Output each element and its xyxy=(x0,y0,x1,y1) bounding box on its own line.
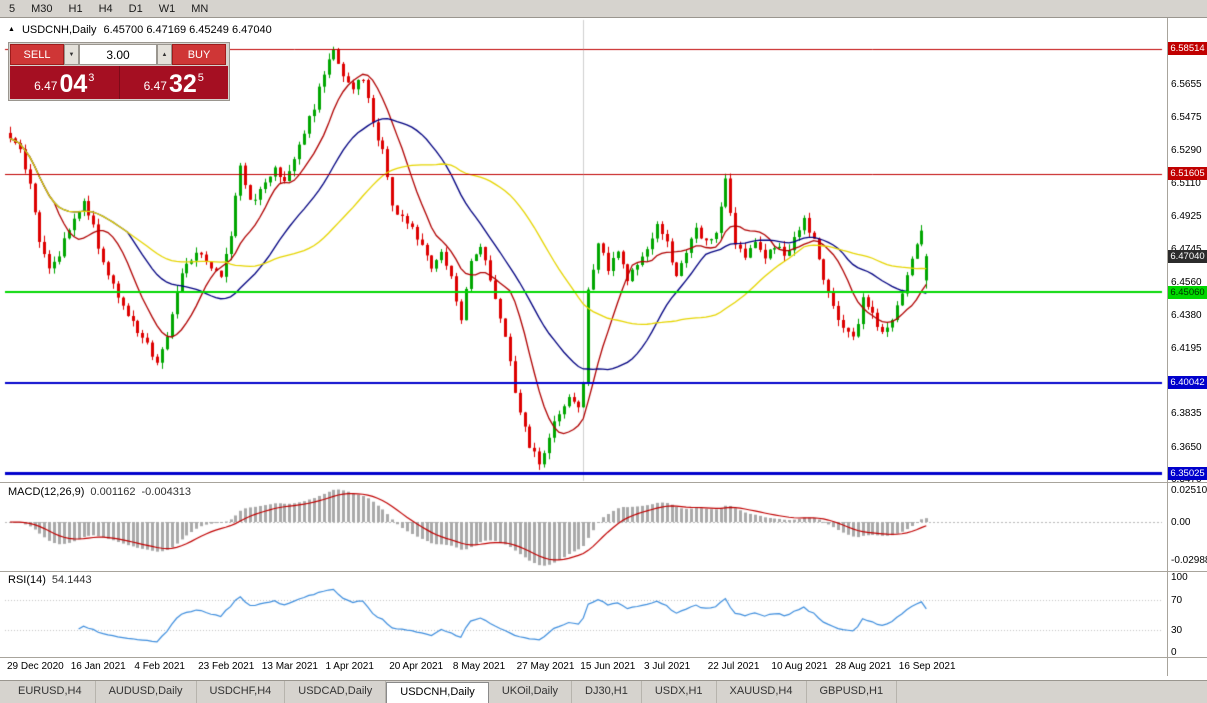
date-axis-label: 20 Apr 2021 xyxy=(389,661,444,672)
chart-tab-usdcad[interactable]: USDCAD,Daily xyxy=(285,681,387,703)
macd-value-2: -0.004313 xyxy=(141,486,192,498)
price-axis-label: 6.4925 xyxy=(1171,211,1202,223)
date-axis-label: 16 Sep 2021 xyxy=(898,661,956,672)
rsi-axis-label: 70 xyxy=(1171,594,1183,606)
chart-tab-usdcnh[interactable]: USDCNH,Daily xyxy=(386,682,489,703)
bid-price-big: 04 xyxy=(59,70,88,98)
panel-separator[interactable] xyxy=(0,571,1207,572)
timeframe-button-h1[interactable]: H1 xyxy=(68,2,83,15)
price-axis-label: 6.3650 xyxy=(1171,441,1202,453)
ask-price-prefix: 6.47 xyxy=(143,79,167,93)
ask-price-button[interactable]: 6.47 32 5 xyxy=(120,66,229,99)
chart-tab-eurusd[interactable]: EURUSD,H4 xyxy=(5,681,96,703)
price-level-badge: 6.58514 xyxy=(1168,42,1207,56)
price-axis-label: 6.5475 xyxy=(1171,111,1202,123)
rsi-axis-label: 30 xyxy=(1171,624,1183,636)
timeframe-button-5[interactable]: 5 xyxy=(9,2,16,15)
volume-increase-button[interactable]: ▲ xyxy=(157,44,172,65)
date-axis-label: 28 Aug 2021 xyxy=(835,661,892,672)
timeframe-button-h4[interactable]: H4 xyxy=(98,2,113,15)
date-axis-label: 16 Jan 2021 xyxy=(70,661,126,672)
timeframe-button-mn[interactable]: MN xyxy=(191,2,209,15)
chart-tab-xauusd[interactable]: XAUUSD,H4 xyxy=(717,681,807,703)
chart-tab-bar: EURUSD,H4 AUDUSD,Daily USDCHF,H4 USDCAD,Dai… xyxy=(0,680,1207,703)
date-axis-label: 10 Aug 2021 xyxy=(771,661,828,672)
ask-price-sup: 5 xyxy=(197,72,204,84)
macd-indicator-label: MACD(12,26,9) 0.001162 -0.004313 xyxy=(8,486,191,498)
date-axis-label: 1 Apr 2021 xyxy=(325,661,374,672)
sell-button[interactable]: SELL xyxy=(10,44,64,65)
price-level-badge: 6.45060 xyxy=(1168,285,1207,299)
date-axis-label: 27 May 2021 xyxy=(516,661,575,672)
price-axis-label: 6.5110 xyxy=(1171,177,1201,189)
price-level-badge: 6.40042 xyxy=(1168,376,1207,390)
chart-ohlc-values: 6.45700 6.47169 6.45249 6.47040 xyxy=(103,24,272,36)
volume-decrease-button[interactable]: ▼ xyxy=(64,44,79,65)
date-axis-label: 22 Jul 2021 xyxy=(707,661,760,672)
rsi-axis-label: 0 xyxy=(1171,647,1177,658)
rsi-indicator-label: RSI(14) 54.1443 xyxy=(8,574,92,586)
macd-axis-label: -0.02988 xyxy=(1171,555,1207,567)
date-axis-label: 8 May 2021 xyxy=(452,661,506,672)
bid-price-button[interactable]: 6.47 04 3 xyxy=(10,66,120,99)
date-axis-label: 3 Jul 2021 xyxy=(644,661,691,672)
price-chart-canvas[interactable] xyxy=(0,18,1167,677)
chart-tab-audusd[interactable]: AUDUSD,Daily xyxy=(96,681,197,703)
chart-tab-usdx[interactable]: USDX,H1 xyxy=(642,681,717,703)
price-axis-label: 6.5290 xyxy=(1171,145,1202,157)
rsi-value: 54.1443 xyxy=(51,574,92,586)
price-level-badge: 6.51605 xyxy=(1168,167,1207,181)
date-axis-label: 29 Dec 2020 xyxy=(7,661,64,672)
macd-axis-label: 0.00 xyxy=(1171,517,1191,528)
panel-separator[interactable] xyxy=(0,482,1207,483)
macd-axis-label: 0.025108 xyxy=(1171,484,1207,496)
price-axis-label: 6.4745 xyxy=(1171,244,1202,255)
price-axis-label: 6.4195 xyxy=(1171,343,1202,355)
bid-price-sup: 3 xyxy=(88,72,95,84)
price-level-badge: 6.35025 xyxy=(1168,466,1207,480)
volume-input[interactable] xyxy=(79,44,157,65)
price-axis-label: 6.5655 xyxy=(1171,79,1202,91)
chart-title: ▲ USDCNH,Daily 6.45700 6.47169 6.45249 6… xyxy=(8,24,272,36)
chart-tab-gbpusd[interactable]: GBPUSD,H1 xyxy=(807,681,898,703)
date-axis-label: 23 Feb 2021 xyxy=(198,661,255,672)
buy-button[interactable]: BUY xyxy=(172,44,226,65)
chart-tab-usdchf[interactable]: USDCHF,H4 xyxy=(197,681,286,703)
rsi-axis-label: 100 xyxy=(1171,572,1188,583)
chart-tab-ukoil[interactable]: UKOil,Daily xyxy=(489,681,573,703)
ask-price-big: 32 xyxy=(168,70,197,98)
date-axis-label: 13 Mar 2021 xyxy=(261,661,318,672)
chart-symbol-label: USDCNH,Daily xyxy=(21,24,97,36)
price-level-badge: 6.47040 xyxy=(1168,249,1207,263)
quote-panel: 6.47 04 3 6.47 32 5 xyxy=(10,66,228,99)
timeframe-button-w1[interactable]: W1 xyxy=(158,2,176,15)
one-click-trading-panel: SELL ▼ ▲ BUY 6.47 04 3 6.47 32 5 xyxy=(8,42,230,101)
trade-controls-row: SELL ▼ ▲ BUY xyxy=(10,44,228,65)
price-axis-border xyxy=(1167,18,1168,676)
macd-value-1: 0.001162 xyxy=(90,486,136,498)
symbol-arrow-icon: ▲ xyxy=(8,26,15,33)
date-axis-label: 4 Feb 2021 xyxy=(134,661,185,672)
price-axis-label: 6.4380 xyxy=(1171,309,1202,321)
price-axis-label: 6.4560 xyxy=(1171,277,1202,289)
chart-tab-dj30[interactable]: DJ30,H1 xyxy=(572,681,642,703)
timeframe-button-m30[interactable]: M30 xyxy=(31,2,53,15)
panel-separator xyxy=(0,657,1207,658)
price-axis-label: 6.3835 xyxy=(1171,408,1202,420)
timeframe-toolbar: 5 M30 H1 H4 D1 W1 MN xyxy=(0,0,1207,18)
timeframe-button-d1[interactable]: D1 xyxy=(128,2,143,15)
bid-price-prefix: 6.47 xyxy=(34,79,58,93)
rsi-title: RSI(14) xyxy=(8,574,46,586)
macd-title: MACD(12,26,9) xyxy=(8,486,85,498)
date-axis-label: 15 Jun 2021 xyxy=(580,661,636,672)
